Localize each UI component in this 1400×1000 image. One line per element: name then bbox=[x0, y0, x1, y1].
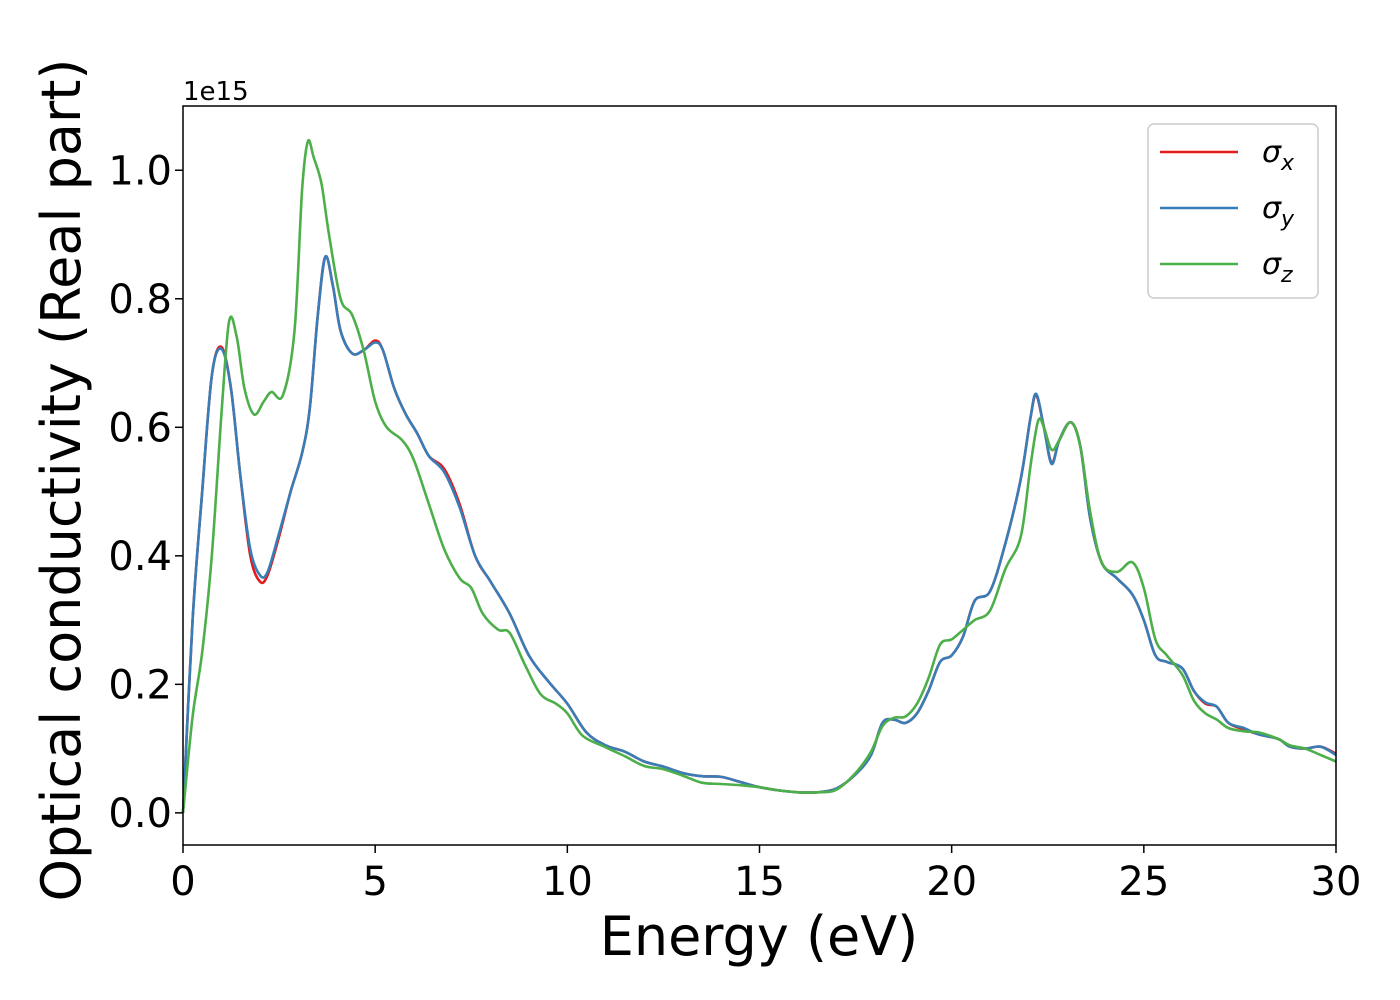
y-axis-ticks: 0.0 0.2 0.4 0.6 0.8 1.0 bbox=[108, 148, 183, 837]
x-tick-label: 25 bbox=[1118, 859, 1169, 905]
x-axis-label: Energy (eV) bbox=[600, 905, 919, 968]
y-axis-offset-label: 1e15 bbox=[183, 77, 249, 107]
x-tick-label: 5 bbox=[362, 859, 387, 905]
series-lines bbox=[181, 138, 1337, 814]
y-tick-label: 0.4 bbox=[108, 534, 172, 580]
legend: σx σy σz bbox=[1147, 123, 1319, 299]
legend-label-y: σy bbox=[1262, 191, 1295, 232]
y-tick-label: 0.6 bbox=[108, 405, 172, 451]
y-tick-label: 0.2 bbox=[108, 662, 172, 708]
x-tick-label: 0 bbox=[170, 859, 195, 905]
legend-label-x: σx bbox=[1262, 135, 1295, 176]
x-axis-ticks: 0 5 10 15 20 25 30 bbox=[170, 845, 1361, 905]
x-tick-label: 30 bbox=[1311, 859, 1362, 905]
y-axis-label: Optical conductivity (Real part) bbox=[30, 59, 93, 902]
x-tick-label: 15 bbox=[734, 859, 785, 905]
legend-label-z: σz bbox=[1262, 247, 1293, 288]
y-tick-label: 0.8 bbox=[108, 277, 172, 323]
y-tick-label: 1.0 bbox=[108, 148, 172, 194]
x-tick-label: 10 bbox=[542, 859, 593, 905]
legend-frame bbox=[1147, 123, 1319, 299]
x-tick-label: 20 bbox=[926, 859, 977, 905]
series-line-z bbox=[181, 138, 1337, 814]
y-tick-label: 0.0 bbox=[108, 791, 172, 837]
